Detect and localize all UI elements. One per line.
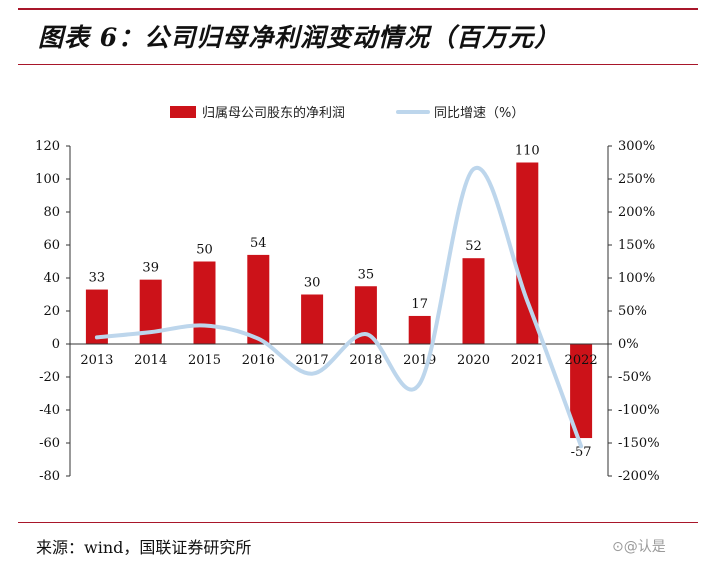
left-tick-label: -20: [39, 370, 60, 385]
growth-rate-line: [94, 165, 584, 449]
bar-data-label: 33: [89, 271, 106, 286]
profit-chart: 120100806040200-20-40-60-80300%250%200%1…: [35, 105, 660, 484]
category-label: 2013: [80, 353, 113, 368]
right-tick-label: 250%: [618, 172, 655, 187]
left-tick-label: -80: [39, 469, 60, 484]
legend-bar-swatch: [170, 106, 196, 118]
left-tick-label: 120: [35, 139, 60, 154]
title-rule: [18, 64, 698, 65]
right-tick-label: -150%: [618, 436, 660, 451]
right-tick-label: 100%: [618, 271, 655, 286]
source-note: 来源：wind，国联证券研究所: [36, 538, 252, 557]
category-label: 2016: [242, 353, 275, 368]
bar-data-label: 50: [196, 243, 213, 258]
left-tick-label: 20: [43, 304, 60, 319]
figure-title: 图表 6：公司归母净利润变动情况（百万元）: [38, 23, 561, 52]
bar: [85, 289, 108, 344]
bar: [516, 162, 539, 344]
left-tick-label: 60: [43, 238, 60, 253]
category-label: 2021: [511, 353, 544, 368]
legend-bar-label: 归属母公司股东的净利润: [202, 105, 345, 121]
left-tick-label: 80: [43, 205, 60, 220]
left-tick-label: -60: [39, 436, 60, 451]
bar: [354, 286, 377, 344]
bar-data-label: 54: [250, 236, 267, 251]
bar-data-label: 52: [465, 239, 482, 254]
right-tick-label: 150%: [618, 238, 655, 253]
right-tick-label: 200%: [618, 205, 655, 220]
right-tick-label: 50%: [618, 304, 647, 319]
bar-data-label: 30: [304, 276, 321, 291]
bar: [247, 254, 270, 344]
top-rule: [18, 8, 698, 10]
bar: [193, 261, 216, 344]
category-label: 2014: [134, 353, 167, 368]
category-label: 2017: [296, 353, 329, 368]
bar: [301, 294, 324, 344]
bar-data-label: 17: [411, 297, 428, 312]
right-tick-label: -50%: [618, 370, 651, 385]
right-tick-label: -100%: [618, 403, 660, 418]
bar: [462, 258, 485, 344]
bar: [570, 344, 593, 439]
right-tick-label: 0%: [618, 337, 639, 352]
category-label: 2022: [565, 353, 598, 368]
bar-data-label: 39: [142, 261, 159, 276]
bar-data-label: -57: [571, 445, 592, 460]
category-label: 2015: [188, 353, 221, 368]
bar: [139, 279, 162, 344]
source-rule: [18, 522, 698, 523]
left-tick-label: -40: [39, 403, 60, 418]
left-tick-label: 0: [52, 337, 60, 352]
bar: [408, 315, 431, 344]
bar-data-label: 110: [515, 144, 540, 159]
legend-line-label: 同比增速（%）: [434, 106, 524, 121]
right-tick-label: 300%: [618, 139, 655, 154]
right-tick-label: -200%: [618, 469, 660, 484]
left-tick-label: 40: [43, 271, 60, 286]
bar-data-label: 35: [358, 267, 375, 282]
category-label: 2020: [457, 353, 490, 368]
watermark: ⊙@认是: [612, 539, 666, 555]
category-label: 2018: [349, 353, 382, 368]
left-tick-label: 100: [35, 172, 60, 187]
